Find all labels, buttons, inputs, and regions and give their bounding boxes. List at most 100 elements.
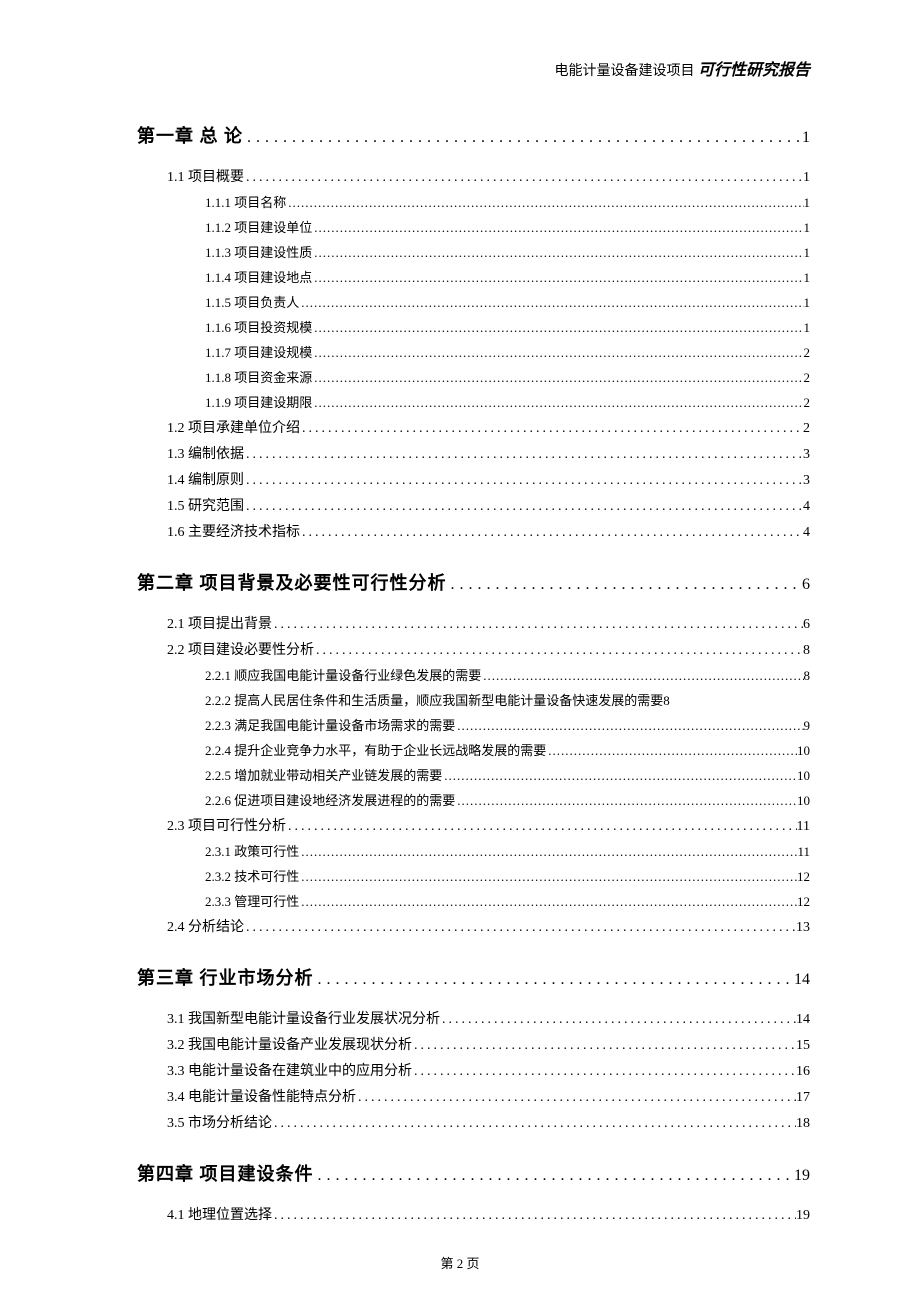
toc-section: 1.2 项目承建单位介绍............................… (167, 417, 810, 437)
toc-subsection: 1.1.3 项目建设性质............................… (205, 242, 810, 261)
toc-section-title: 2.4 分析结论 (167, 916, 244, 936)
toc-subsection-title: 2.3.3 管理可行性 (205, 891, 299, 910)
toc-section: 1.1 项目概要................................… (167, 166, 810, 186)
toc-dots: ........................................… (440, 1012, 796, 1028)
toc-chapter-title: 第三章 行业市场分析 (137, 964, 314, 990)
toc-dots: ........................................… (412, 1038, 796, 1054)
toc-subsection-title: 2.2.4 提升企业竞争力水平，有助于企业长远战略发展的需要 (205, 740, 546, 759)
toc-page-num: 1 (804, 220, 811, 236)
toc-subsection-title: 1.1.9 项目建设期限 (205, 392, 312, 411)
toc-subsection-title: 1.1.5 项目负责人 (205, 292, 299, 311)
toc-page-num: 10 (797, 743, 810, 759)
page-footer: 第 2 页 (0, 1253, 920, 1272)
toc-section-title: 1.2 项目承建单位介绍 (167, 417, 300, 437)
toc-page-num: 4 (803, 499, 810, 515)
toc-dots: ........................................… (314, 1167, 795, 1185)
toc-section: 3.4 电能计量设备性能特点分析........................… (167, 1086, 810, 1106)
toc-section-title: 3.2 我国电能计量设备产业发展现状分析 (167, 1034, 412, 1054)
toc-page-num: 16 (796, 1064, 810, 1080)
toc-subsection-title: 2.2.1 顺应我国电能计量设备行业绿色发展的需要 (205, 665, 481, 684)
toc-page-num: 3 (803, 447, 810, 463)
toc-dots: ........................................… (272, 617, 803, 633)
toc-subsection: 2.2.2 提高人民居住条件和生活质量，顺应我国新型电能计量设备快速发展的需要8 (205, 690, 810, 709)
table-of-contents: 第一章 总 论.................................… (137, 122, 810, 1224)
toc-dots: ........................................… (442, 768, 797, 784)
toc-page-num: 8 (804, 668, 811, 684)
page-container: 电能计量设备建设项目 可行性研究报告 第一章 总 论..............… (0, 0, 920, 1270)
toc-subsection: 2.2.6 促进项目建设地经济发展进程的的需要.................… (205, 790, 810, 809)
toc-dots: ........................................… (300, 421, 803, 437)
toc-chapter: 第二章 项目背景及必要性可行性分析.......................… (137, 569, 810, 595)
toc-dots: ........................................… (455, 718, 803, 734)
toc-dots: ........................................… (312, 395, 803, 411)
toc-dots: ........................................… (312, 245, 803, 261)
toc-section-title: 3.1 我国新型电能计量设备行业发展状况分析 (167, 1008, 440, 1028)
toc-subsection-title: 1.1.2 项目建设单位 (205, 217, 312, 236)
toc-subsection: 1.1.4 项目建设地点............................… (205, 267, 810, 286)
toc-subsection: 2.2.5 增加就业带动相关产业链发展的需要..................… (205, 765, 810, 784)
toc-subsection-title: 2.2.2 提高人民居住条件和生活质量，顺应我国新型电能计量设备快速发展的需要8 (205, 693, 670, 708)
header-report-title: 可行性研究报告 (698, 62, 810, 79)
toc-page-num: 1 (803, 170, 810, 186)
toc-page-num: 1 (804, 295, 811, 311)
toc-section: 1.6 主要经济技术指标............................… (167, 521, 810, 541)
toc-chapter: 第四章 项目建设条件..............................… (137, 1160, 810, 1186)
toc-section-title: 1.4 编制原则 (167, 469, 244, 489)
toc-dots: ........................................… (299, 844, 797, 860)
toc-section-title: 3.4 电能计量设备性能特点分析 (167, 1086, 356, 1106)
toc-section: 3.3 电能计量设备在建筑业中的应用分析....................… (167, 1060, 810, 1080)
toc-subsection: 1.1.9 项目建设期限............................… (205, 392, 810, 411)
toc-dots: ........................................… (286, 819, 797, 835)
toc-section-title: 1.6 主要经济技术指标 (167, 521, 300, 541)
toc-page-num: 8 (803, 643, 810, 659)
toc-section: 1.4 编制原则................................… (167, 469, 810, 489)
toc-subsection-title: 1.1.4 项目建设地点 (205, 267, 312, 286)
toc-dots: ........................................… (312, 370, 803, 386)
toc-subsection: 2.2.1 顺应我国电能计量设备行业绿色发展的需要...............… (205, 665, 810, 684)
toc-section-title: 3.3 电能计量设备在建筑业中的应用分析 (167, 1060, 412, 1080)
toc-subsection: 1.1.2 项目建设单位............................… (205, 217, 810, 236)
toc-subsection: 1.1.6 项目投资规模............................… (205, 317, 810, 336)
toc-page-num: 1 (802, 129, 810, 147)
toc-dots: ........................................… (314, 971, 795, 989)
toc-chapter: 第一章 总 论.................................… (137, 122, 810, 148)
toc-subsection: 2.3.1 政策可行性.............................… (205, 841, 810, 860)
toc-page-num: 14 (794, 971, 810, 989)
toc-page-num: 2 (804, 345, 811, 361)
toc-dots: ........................................… (244, 447, 803, 463)
toc-dots: ........................................… (244, 920, 796, 936)
toc-dots: ........................................… (312, 270, 803, 286)
toc-dots: ........................................… (299, 894, 797, 910)
toc-chapter: 第三章 行业市场分析..............................… (137, 964, 810, 990)
toc-subsection-title: 1.1.3 项目建设性质 (205, 242, 312, 261)
toc-section: 2.1 项目提出背景..............................… (167, 613, 810, 633)
toc-subsection: 1.1.5 项目负责人.............................… (205, 292, 810, 311)
toc-dots: ........................................… (455, 793, 797, 809)
toc-section: 2.3 项目可行性分析.............................… (167, 815, 810, 835)
toc-subsection-title: 1.1.6 项目投资规模 (205, 317, 312, 336)
toc-dots: ........................................… (272, 1208, 796, 1224)
toc-chapter-title: 第一章 总 论 (137, 122, 243, 148)
toc-page-num: 12 (797, 869, 810, 885)
toc-dots: ........................................… (300, 525, 803, 541)
toc-dots: ........................................… (447, 576, 803, 594)
toc-section: 3.2 我国电能计量设备产业发展现状分析....................… (167, 1034, 810, 1054)
toc-section-title: 1.3 编制依据 (167, 443, 244, 463)
toc-subsection-title: 1.1.8 项目资金来源 (205, 367, 312, 386)
toc-page-num: 11 (797, 844, 810, 860)
toc-page-num: 1 (804, 245, 811, 261)
toc-section-title: 3.5 市场分析结论 (167, 1112, 272, 1132)
toc-page-num: 10 (797, 768, 810, 784)
toc-dots: ........................................… (299, 869, 797, 885)
toc-section-title: 1.1 项目概要 (167, 166, 244, 186)
toc-dots: ........................................… (546, 743, 797, 759)
toc-subsection-title: 2.2.3 满足我国电能计量设备市场需求的需要 (205, 715, 455, 734)
toc-section: 1.3 编制依据................................… (167, 443, 810, 463)
toc-section: 2.4 分析结论................................… (167, 916, 810, 936)
toc-section: 2.2 项目建设必要性分析...........................… (167, 639, 810, 659)
toc-dots: ........................................… (312, 220, 803, 236)
toc-section: 1.5 研究范围................................… (167, 495, 810, 515)
toc-dots: ........................................… (481, 668, 803, 684)
toc-page-num: 13 (796, 920, 810, 936)
toc-page-num: 9 (804, 718, 811, 734)
